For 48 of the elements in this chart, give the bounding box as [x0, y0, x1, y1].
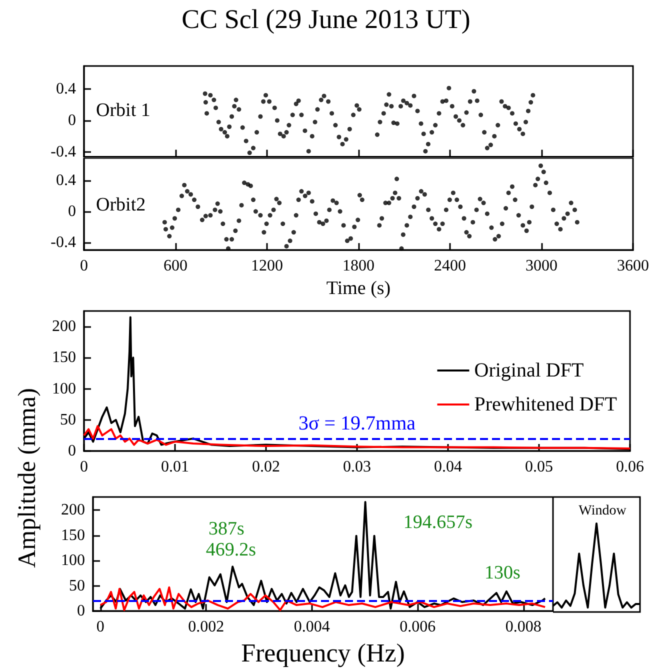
annotation: 194.657s: [403, 512, 473, 533]
x-tick-label: 1200: [251, 258, 283, 275]
x-tick-label: 600: [164, 258, 188, 275]
x-tick-label: 0.06: [616, 458, 644, 476]
y-axis-title: Amplitude (mma): [14, 388, 42, 568]
line-series: [99, 586, 546, 612]
annotation: 469.2s: [206, 539, 256, 560]
x-tick-label: 0.004: [294, 618, 330, 636]
y-tick-label: 0: [68, 442, 76, 460]
y-tick-label: 200: [61, 502, 85, 519]
y-tick-label: 50: [60, 411, 76, 428]
x-tick-label: 0.05: [525, 458, 553, 476]
y-tick-label: 0.4: [56, 172, 76, 189]
x-tick-label: 0.008: [505, 618, 542, 636]
y-tick-label: 150: [61, 526, 85, 544]
x-axis-title: Frequency (Hz): [241, 638, 405, 668]
legend-label: Original DFT: [474, 360, 584, 382]
x-tick-label: 0.04: [434, 458, 462, 476]
chart-title: CC Scl (29 June 2013 UT): [180, 4, 472, 35]
x-tick-label: 0.01: [161, 458, 189, 476]
y-tick-label: 150: [52, 349, 76, 366]
x-axis-title: Time (s): [326, 278, 391, 299]
y-tick-label: 0.4: [56, 80, 76, 98]
y-tick-label: 0: [77, 602, 85, 620]
y-tick-label: 50: [69, 577, 85, 594]
x-tick-label: 1800: [342, 258, 374, 275]
x-tick-label: 0.03: [343, 458, 371, 476]
y-tick-label: -0.4: [50, 144, 76, 160]
legend-label: Prewhitened DFT: [474, 394, 618, 416]
y-tick-label: 100: [52, 380, 76, 398]
chart-title: Window: [578, 504, 628, 518]
annotation: 130s: [484, 562, 520, 584]
x-tick-label: 0.006: [400, 618, 436, 636]
annotation: Orbit 1: [96, 100, 150, 121]
x-tick-label: 3600: [617, 258, 649, 275]
x-tick-label: 2400: [434, 258, 466, 275]
annotation: Orbit2: [96, 194, 146, 216]
annotation: 387s: [208, 518, 244, 540]
x-tick-label: 0: [96, 618, 104, 636]
y-tick-label: 200: [52, 318, 76, 336]
y-tick-label: 100: [61, 552, 85, 570]
y-tick-label: 0: [68, 112, 76, 129]
x-tick-label: 3000: [526, 258, 558, 275]
y-tick-label: -0.4: [50, 234, 76, 251]
ref-line-label: 3σ = 19.7mma: [298, 412, 416, 435]
x-tick-label: 0.002: [188, 618, 224, 636]
x-tick-label: 0.02: [252, 458, 280, 476]
y-tick-label: 0: [68, 202, 76, 220]
